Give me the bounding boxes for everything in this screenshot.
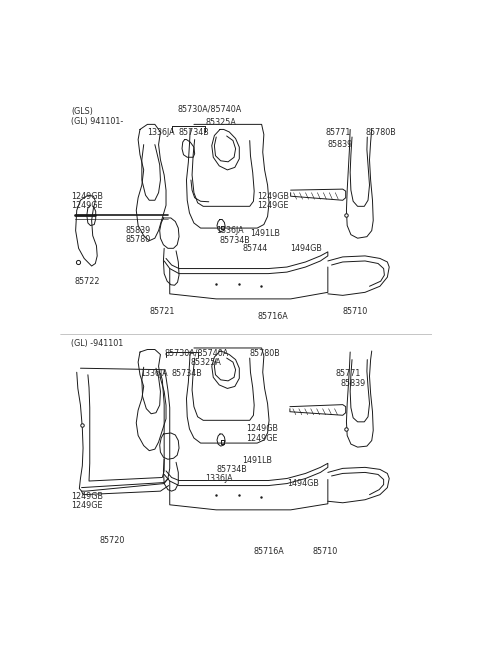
Text: 85730A/85740A: 85730A/85740A: [177, 104, 241, 114]
Text: 85720: 85720: [99, 535, 124, 545]
Text: 1249GE: 1249GE: [246, 434, 277, 443]
Text: 85710: 85710: [343, 307, 368, 316]
Text: 1249GB: 1249GB: [71, 491, 103, 501]
Text: 1249GE: 1249GE: [257, 201, 288, 210]
Text: 85734B: 85734B: [178, 129, 209, 137]
Text: 85722: 85722: [75, 277, 100, 286]
Text: 1494GB: 1494GB: [287, 479, 319, 488]
Text: 85839: 85839: [341, 379, 366, 388]
Text: 1249GB: 1249GB: [71, 192, 103, 200]
Text: 85780B: 85780B: [250, 348, 280, 357]
Text: 85780: 85780: [125, 235, 150, 244]
Text: 85734B: 85734B: [172, 369, 203, 378]
Text: 1336JA: 1336JA: [140, 369, 168, 378]
Text: 85730A/85740A: 85730A/85740A: [164, 348, 228, 357]
Text: 1336JA: 1336JA: [216, 226, 244, 235]
Text: 85721: 85721: [149, 307, 175, 316]
Text: 1249GB: 1249GB: [246, 424, 278, 434]
Text: 1249GE: 1249GE: [71, 501, 103, 510]
Text: (GL) -941101: (GL) -941101: [71, 340, 123, 348]
Text: 85771: 85771: [326, 129, 351, 137]
Text: 85744: 85744: [242, 244, 267, 253]
Text: 85734B: 85734B: [220, 237, 251, 245]
Text: 1336JA: 1336JA: [147, 129, 175, 137]
Text: 1491LB: 1491LB: [250, 229, 280, 238]
Text: 85780B: 85780B: [365, 129, 396, 137]
Text: 85839: 85839: [328, 140, 353, 149]
Text: (GLS)
(GL) 941101-: (GLS) (GL) 941101-: [71, 106, 123, 126]
Text: 85710: 85710: [313, 547, 338, 556]
Text: 85716A: 85716A: [253, 547, 284, 556]
Text: 85839: 85839: [125, 226, 150, 235]
Text: 85325A: 85325A: [190, 357, 221, 367]
Text: 85734B: 85734B: [216, 465, 247, 474]
Text: 85771: 85771: [335, 369, 360, 378]
Text: 85325A: 85325A: [205, 118, 236, 127]
Text: 1336JA: 1336JA: [205, 474, 233, 483]
Text: 1491LB: 1491LB: [242, 457, 272, 465]
Text: 1249GB: 1249GB: [257, 192, 289, 200]
Text: 1494GB: 1494GB: [290, 244, 323, 253]
Text: 85716A: 85716A: [257, 312, 288, 321]
Text: 1249GE: 1249GE: [71, 201, 103, 210]
